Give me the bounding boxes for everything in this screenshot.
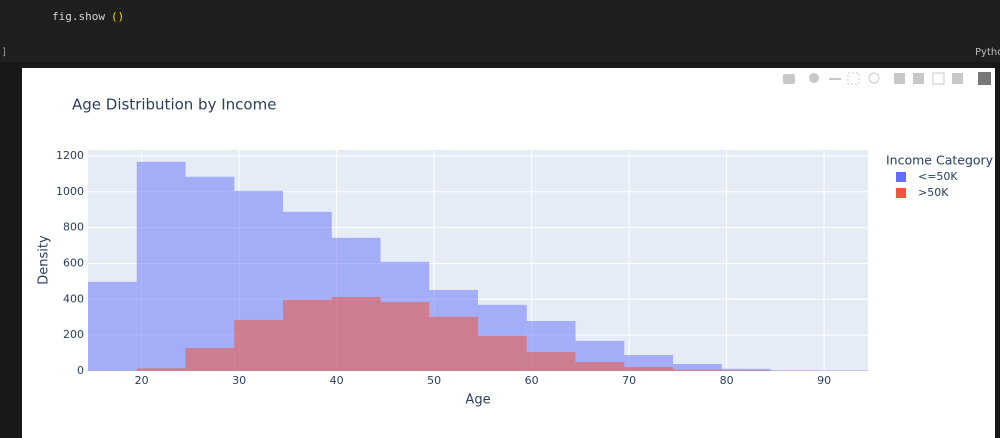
x-axis-title: Age bbox=[465, 393, 490, 408]
x-tick-label: 20 bbox=[135, 374, 149, 387]
x-tick-label: 60 bbox=[525, 374, 539, 387]
y-tick-label: 1000 bbox=[56, 185, 84, 198]
legend-title: Income Category bbox=[886, 153, 994, 168]
code-parens: () bbox=[111, 10, 124, 23]
x-tick-label: 40 bbox=[330, 374, 344, 387]
histogram-bar bbox=[283, 299, 332, 371]
code-text: fig.show bbox=[52, 10, 105, 23]
cell-prompt: ] bbox=[2, 47, 6, 58]
y-tick-label: 600 bbox=[63, 256, 84, 269]
histogram-bar bbox=[429, 316, 478, 371]
plotly-logo[interactable] bbox=[978, 72, 991, 85]
x-tick-label: 80 bbox=[720, 374, 734, 387]
histogram-bar bbox=[380, 301, 430, 371]
histogram-bar bbox=[624, 355, 673, 371]
histogram-bar bbox=[721, 370, 771, 371]
x-tick-label: 50 bbox=[427, 374, 441, 387]
histogram-bar bbox=[185, 348, 235, 371]
lasso-icon[interactable] bbox=[868, 72, 880, 84]
legend-swatch[interactable] bbox=[896, 188, 906, 198]
histogram-bar bbox=[721, 368, 771, 371]
x-tick-label: 70 bbox=[622, 374, 636, 387]
histogram-bar bbox=[136, 161, 186, 371]
zoom-in-icon[interactable] bbox=[894, 73, 905, 84]
y-tick-label: 200 bbox=[63, 328, 84, 341]
histogram-bar bbox=[575, 362, 625, 371]
histogram-bar bbox=[234, 319, 283, 371]
y-tick-label: 0 bbox=[77, 364, 84, 377]
histogram-bar bbox=[624, 367, 673, 371]
autoscale-icon[interactable] bbox=[932, 72, 945, 85]
histogram-bar bbox=[478, 335, 527, 371]
y-tick-label: 1200 bbox=[56, 149, 84, 162]
histogram-bar bbox=[819, 370, 868, 371]
histogram-bar bbox=[770, 370, 820, 371]
histogram-bar bbox=[331, 296, 381, 371]
legend-swatch[interactable] bbox=[896, 172, 906, 182]
zoom-out-icon[interactable] bbox=[913, 73, 924, 84]
select-icon[interactable] bbox=[847, 72, 860, 85]
chart-title: Age Distribution by Income bbox=[72, 96, 276, 114]
code-cell bbox=[0, 0, 1000, 62]
y-tick-label: 800 bbox=[63, 221, 84, 234]
camera-icon[interactable] bbox=[783, 74, 795, 84]
y-axis-title: Density bbox=[37, 235, 52, 285]
cell-language[interactable]: Python bbox=[975, 47, 1000, 58]
home-icon[interactable] bbox=[952, 73, 963, 84]
x-tick-label: 90 bbox=[817, 374, 831, 387]
y-tick-label: 400 bbox=[63, 292, 84, 305]
legend-label[interactable]: >50K bbox=[918, 186, 949, 199]
zoom-icon[interactable] bbox=[809, 73, 819, 83]
histogram-bar bbox=[526, 352, 576, 371]
x-tick-label: 30 bbox=[232, 374, 246, 387]
histogram-bar bbox=[136, 368, 186, 371]
histogram-bar bbox=[88, 281, 137, 371]
modebar bbox=[783, 72, 991, 85]
legend-label[interactable]: <=50K bbox=[918, 170, 958, 183]
pan-icon[interactable] bbox=[829, 78, 841, 80]
histogram-bar bbox=[185, 176, 235, 371]
histogram-bar bbox=[673, 369, 722, 371]
histogram-bar bbox=[673, 364, 722, 371]
